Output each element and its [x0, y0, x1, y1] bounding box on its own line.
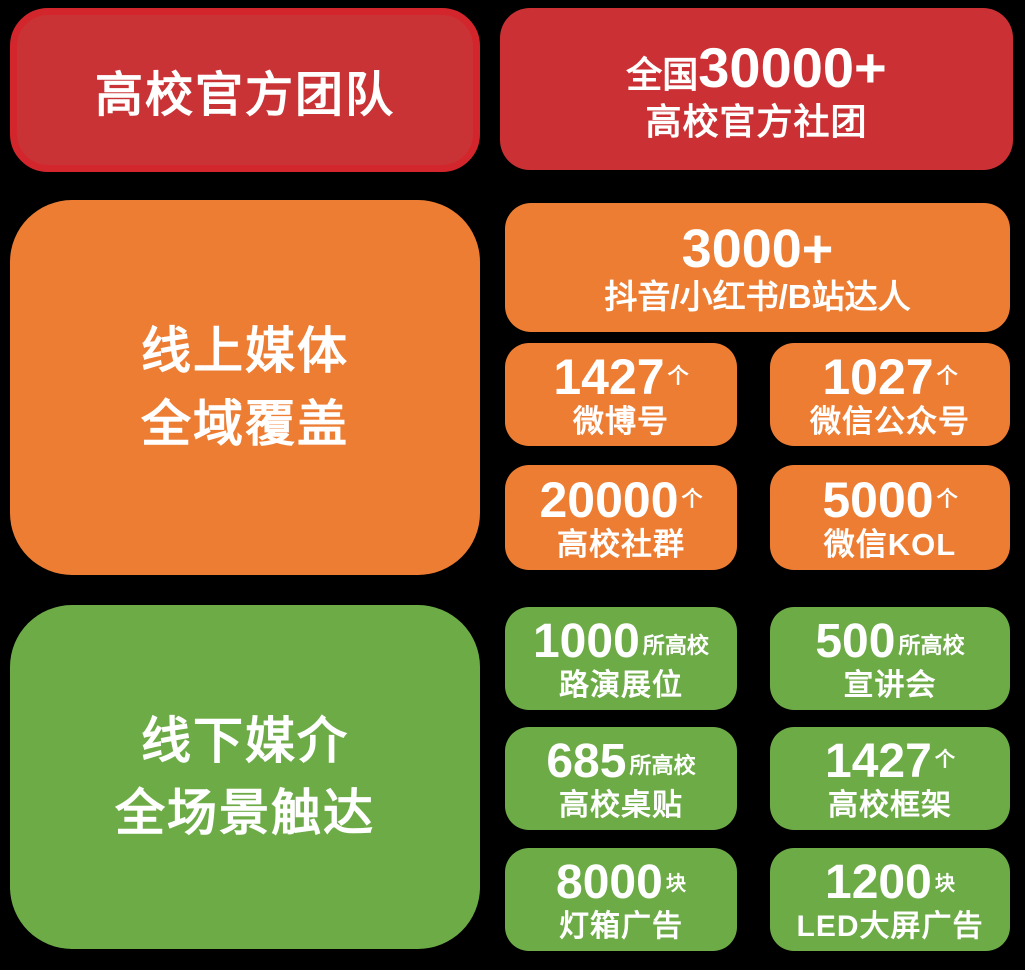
stat-number: 500 所高校 — [815, 614, 965, 668]
stat-unit: 个 — [936, 365, 958, 389]
offline-stat-campus-frame: 1427 个 高校框架 — [770, 727, 1010, 830]
stat-unit: 块 — [934, 872, 955, 895]
stat-number: 1200 块 — [825, 855, 955, 909]
online-media-title-card: 线上媒体 全域覆盖 — [10, 200, 480, 575]
offline-stat-desk-sticker: 685 所高校 高校桌贴 — [505, 727, 737, 830]
official-team-title-card: 高校官方团队 — [10, 8, 480, 172]
stat-number: 685 所高校 — [546, 734, 696, 788]
stat-label: 微博号 — [573, 404, 669, 440]
official-stat-number-line: 全国30000+ — [626, 36, 886, 100]
offline-stat-roadshow: 1000 所高校 路演展位 — [505, 607, 737, 710]
stat-label: 微信KOL — [823, 527, 957, 563]
offline-stat-info-session: 500 所高校 宣讲会 — [770, 607, 1010, 710]
offline-stat-lightbox-ad: 8000 块 灯箱广告 — [505, 848, 737, 951]
online-stat-weibo: 1427 个 微博号 — [505, 343, 737, 446]
stat-label: 路演展位 — [559, 668, 683, 702]
stat-unit: 块 — [665, 872, 686, 895]
stat-number: 1000 所高校 — [532, 614, 709, 668]
stat-label: 微信公众号 — [810, 404, 970, 440]
stat-number: 1427 个 — [553, 349, 689, 406]
stat-unit: 个 — [936, 488, 958, 512]
online-hero-number: 3000+ — [681, 218, 834, 279]
online-media-title-line1: 线上媒体 — [141, 323, 349, 379]
online-stat-campus-groups: 20000 个 高校社群 — [505, 465, 737, 570]
official-team-title: 高校官方团队 — [94, 69, 395, 122]
stat-unit: 所高校 — [898, 633, 965, 659]
offline-stat-led-screen-ad: 1200 块 LED大屏广告 — [770, 848, 1010, 951]
official-stat-number: 30000+ — [698, 36, 887, 100]
stat-label: 高校框架 — [828, 788, 952, 822]
stat-label: 宣讲会 — [843, 668, 937, 702]
stat-number: 1427 个 — [825, 734, 955, 788]
offline-media-title-line2: 全场景触达 — [115, 785, 375, 841]
stat-label: 高校桌贴 — [559, 788, 683, 822]
online-stat-wechat-kol: 5000 个 微信KOL — [770, 465, 1010, 570]
online-media-title-line2: 全域覆盖 — [141, 395, 349, 452]
official-stat-label: 高校官方社团 — [645, 100, 868, 142]
stat-unit: 个 — [667, 365, 689, 389]
stat-number: 1027 个 — [822, 349, 958, 406]
stat-number: 20000 个 — [539, 472, 703, 529]
stat-unit: 所高校 — [642, 633, 709, 659]
stat-unit: 所高校 — [629, 753, 696, 779]
stat-number: 5000 个 — [822, 472, 958, 529]
official-stat-prefix: 全国 — [626, 54, 699, 96]
stat-label: LED大屏广告 — [796, 909, 984, 943]
online-hero-stat-card: 3000+ 抖音/小红书/B站达人 — [505, 203, 1010, 332]
stat-unit: 个 — [681, 488, 703, 512]
stat-unit: 个 — [934, 749, 955, 772]
stat-label: 灯箱广告 — [559, 909, 683, 943]
offline-media-title-card: 线下媒介 全场景触达 — [10, 605, 480, 949]
stat-number: 8000 块 — [556, 855, 686, 909]
official-team-stat-card: 全国30000+ 高校官方社团 — [500, 8, 1013, 170]
online-stat-wechat-official: 1027 个 微信公众号 — [770, 343, 1010, 446]
offline-media-title-line1: 线下媒介 — [141, 712, 349, 769]
online-hero-label: 抖音/小红书/B站达人 — [604, 278, 911, 316]
stat-label: 高校社群 — [557, 527, 685, 563]
